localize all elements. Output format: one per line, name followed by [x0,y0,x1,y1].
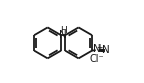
Text: Cl⁻: Cl⁻ [89,54,104,64]
Text: N: N [59,30,67,40]
Text: N: N [102,45,110,55]
Text: N: N [93,44,101,54]
Text: +: + [96,43,102,52]
Text: H: H [60,25,67,35]
